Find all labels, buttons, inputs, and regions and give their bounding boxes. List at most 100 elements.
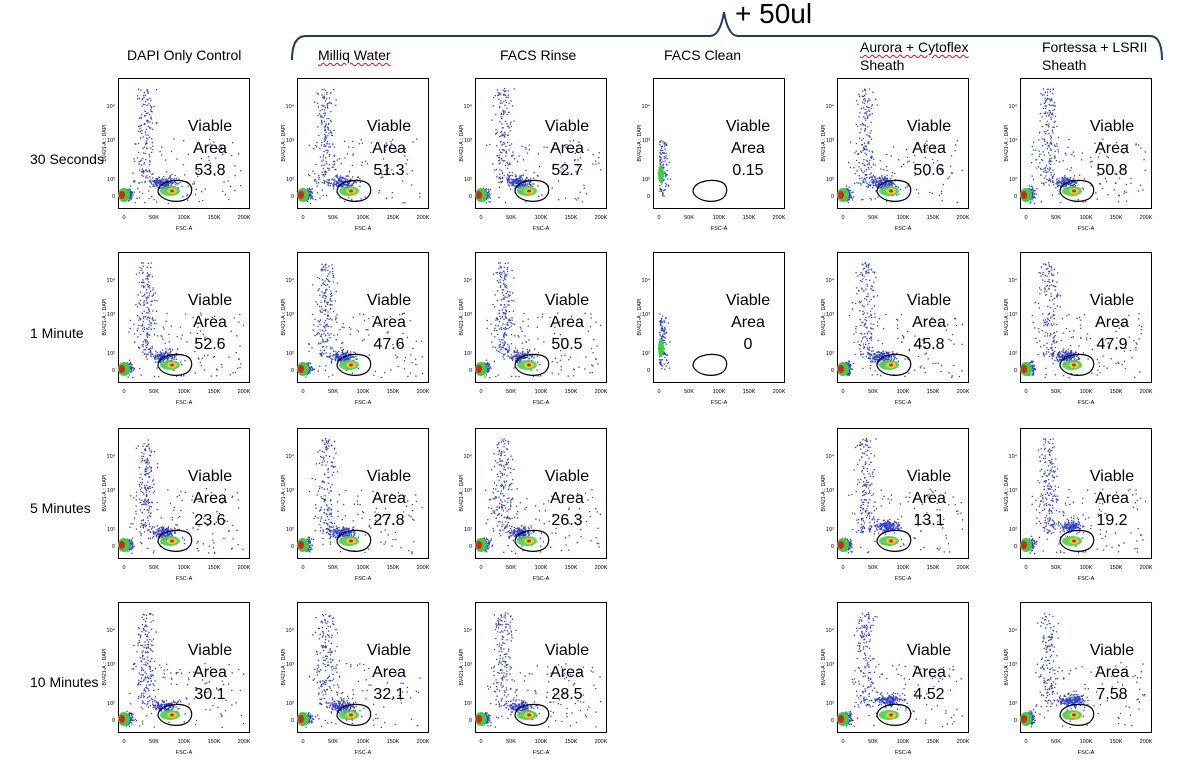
data-point [151, 345, 153, 347]
x-tick-label: 150K [208, 389, 221, 395]
data-point [177, 348, 179, 350]
data-point [168, 333, 170, 335]
data-point [330, 130, 332, 132]
data-point [886, 182, 888, 184]
data-point [1114, 182, 1116, 184]
data-point [181, 334, 183, 336]
data-point [951, 172, 954, 174]
data-point [850, 196, 852, 198]
y-axis-label: BV421-A :: DAPI [102, 299, 108, 336]
data-point [508, 164, 510, 166]
data-point [326, 341, 328, 343]
data-point [848, 199, 850, 201]
data-point [153, 328, 155, 330]
data-point [311, 197, 313, 199]
data-point [863, 182, 865, 184]
data-point [137, 327, 139, 329]
data-point [402, 180, 404, 182]
data-point [660, 329, 662, 331]
data-point [416, 138, 418, 140]
data-point [519, 326, 522, 328]
data-point [507, 179, 509, 181]
plot-frame [653, 252, 785, 383]
data-point [527, 352, 529, 354]
data-point [342, 184, 344, 186]
data-point [306, 373, 309, 376]
data-point [170, 183, 173, 185]
flow-plot: 0 50K 100K 150K 200K 0 10² 10³ 10⁴ FSC-A BV421-A :… [1004, 78, 1153, 232]
data-point [404, 202, 406, 204]
data-point [500, 100, 502, 102]
data-point [868, 110, 871, 112]
data-point [499, 121, 501, 123]
data-point [895, 185, 897, 188]
data-point [338, 177, 341, 179]
data-point [566, 171, 568, 174]
data-point [851, 199, 854, 201]
viable-area-value: 53.8 [194, 162, 226, 179]
data-point [324, 100, 327, 102]
data-point [528, 349, 531, 351]
viable-gate [692, 353, 728, 376]
data-point [1097, 156, 1100, 158]
data-point [878, 177, 880, 179]
data-point [364, 196, 366, 198]
data-point [526, 185, 528, 187]
data-point [234, 371, 236, 374]
data-point [501, 159, 503, 161]
data-point [134, 180, 136, 182]
data-point [489, 188, 492, 191]
data-point [1049, 160, 1051, 163]
data-point [325, 136, 327, 138]
viable-area-label: Viable Area 0.15 [711, 116, 785, 182]
data-point [345, 355, 347, 358]
data-point [663, 336, 666, 339]
data-point [501, 102, 503, 104]
data-point [130, 185, 132, 187]
data-point [662, 149, 664, 151]
data-point [391, 192, 393, 194]
data-point [553, 163, 555, 165]
data-point [385, 169, 387, 172]
data-point [861, 170, 863, 172]
data-point [154, 361, 156, 363]
data-point [496, 349, 498, 351]
data-point [666, 164, 668, 166]
data-point [145, 142, 147, 145]
data-point [344, 157, 346, 159]
data-point [325, 308, 327, 311]
data-point [1043, 171, 1045, 173]
plot-frame [475, 78, 607, 209]
data-point [506, 334, 508, 336]
data-point [1057, 151, 1060, 153]
data-point [161, 358, 163, 361]
data-point [572, 375, 575, 377]
data-point [512, 310, 515, 312]
data-point [333, 354, 336, 356]
data-point [347, 175, 349, 177]
data-point [862, 171, 864, 173]
data-point [168, 183, 170, 185]
data-point [160, 187, 162, 189]
data-point [881, 185, 883, 187]
data-point [327, 332, 329, 334]
data-point [153, 181, 155, 184]
data-point [486, 363, 488, 365]
data-point [342, 181, 344, 183]
data-point [1125, 191, 1127, 193]
data-point [319, 329, 321, 331]
data-point [1041, 126, 1043, 128]
data-point [322, 159, 324, 161]
data-point [325, 135, 327, 137]
data-point [879, 177, 881, 180]
data-point [904, 187, 907, 189]
data-point [186, 195, 188, 197]
data-point [870, 285, 872, 287]
data-point [127, 376, 129, 378]
data-point [319, 197, 321, 199]
data-point [192, 183, 194, 185]
data-point [510, 174, 512, 177]
flow-plot: 0 50K 100K 150K 200K 0 10² 10³ 10⁴ FSC-A BV421-A :… [821, 78, 970, 232]
data-point [885, 166, 888, 168]
